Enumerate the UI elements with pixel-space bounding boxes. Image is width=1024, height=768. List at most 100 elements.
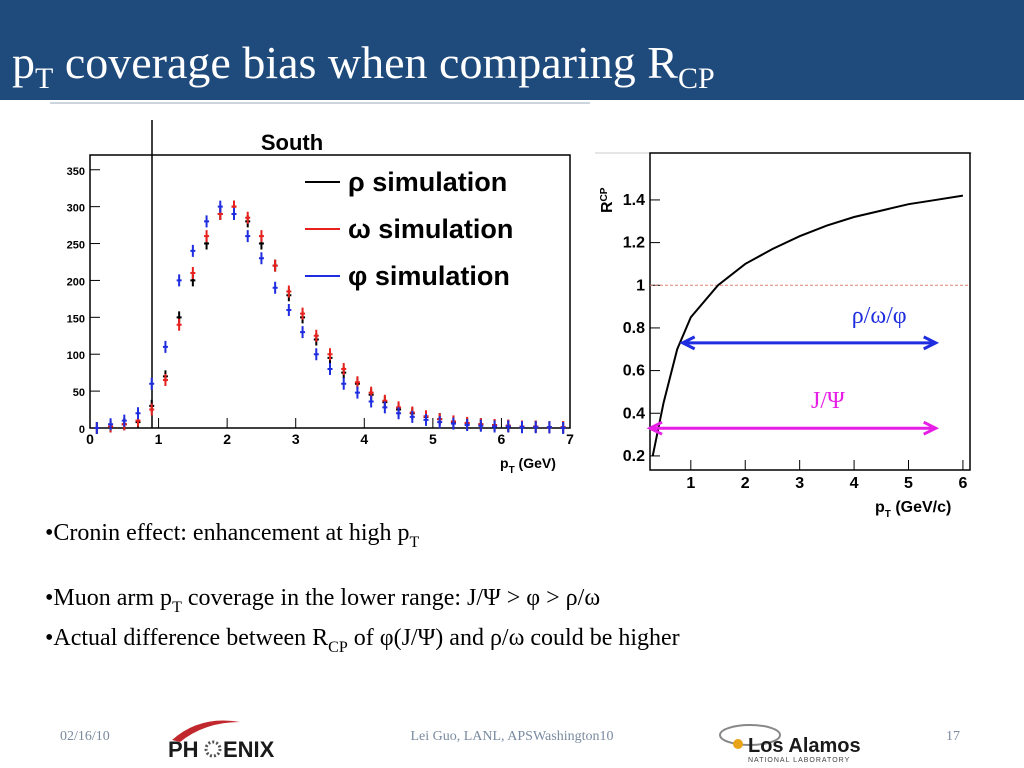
- x-tick-label: 5: [429, 431, 437, 447]
- data-point: [121, 414, 127, 427]
- bullet-text: coverage in the lower range: J/Ψ > φ > ρ…: [182, 585, 600, 611]
- x-tick-label: 4: [850, 475, 859, 492]
- title-sub: T: [35, 62, 53, 95]
- legend-label: φ simulation: [348, 261, 510, 291]
- y-axis-label: RCP: [599, 187, 616, 213]
- data-point: [217, 200, 223, 213]
- footer-date: 02/16/10: [60, 729, 110, 744]
- x-tick-label: 3: [292, 431, 300, 447]
- data-point: [272, 281, 278, 294]
- x-axis-label: pT (GeV/c): [875, 499, 951, 520]
- data-point: [204, 230, 210, 243]
- bullet: •Actual difference between RCP of φ(J/Ψ)…: [45, 625, 680, 656]
- annotation-label: J/Ψ: [811, 388, 845, 414]
- chart-title: South: [261, 130, 323, 155]
- data-point: [464, 419, 470, 432]
- data-point: [286, 303, 292, 316]
- data-point: [341, 362, 347, 375]
- data-point: [409, 410, 415, 423]
- y-tick-label: 100: [67, 350, 85, 362]
- data-point: [450, 417, 456, 430]
- bullet-sub: CP: [328, 639, 348, 656]
- data-point: [341, 377, 347, 390]
- x-tick-label: 2: [223, 431, 231, 447]
- x-tick-label: 3: [795, 475, 804, 492]
- logo-star: [204, 740, 222, 758]
- bullet: •Cronin effect: enhancement at high pT: [45, 520, 420, 551]
- annotation-arrow: [679, 335, 940, 351]
- data-point: [272, 259, 278, 272]
- y-tick-label: 0.2: [623, 448, 645, 465]
- x-tick-label: 7: [566, 431, 574, 447]
- data-point: [135, 407, 141, 420]
- data-line: [651, 194, 964, 457]
- bullet-text: of φ(J/Ψ) and ρ/ω could be higher: [348, 625, 680, 651]
- bullet-sub: T: [410, 534, 420, 551]
- data-point: [313, 329, 319, 342]
- x-tick-label: 1: [686, 475, 695, 492]
- data-point: [368, 395, 374, 408]
- data-point: [505, 420, 511, 433]
- bullet-text: •Actual difference between R: [45, 625, 328, 651]
- data-point: [396, 407, 402, 420]
- logo-text: PH: [168, 737, 199, 762]
- y-tick-label: 1: [636, 277, 645, 294]
- data-point: [176, 274, 182, 287]
- data-point: [190, 244, 196, 257]
- x-tick-label: 0: [86, 431, 94, 447]
- footer-page: 17: [946, 729, 960, 744]
- data-point: [478, 419, 484, 432]
- data-point: [354, 376, 360, 389]
- data-point: [300, 326, 306, 339]
- data-point: [546, 421, 552, 434]
- y-tick-label: 150: [67, 313, 85, 325]
- title-part: p: [12, 37, 35, 88]
- annotation-label: ρ/ω/φ: [852, 303, 907, 329]
- data-point: [533, 421, 539, 434]
- logo-text: NATIONAL LABORATORY: [748, 757, 850, 764]
- x-tick-label: 4: [360, 431, 368, 447]
- x-axis-label-part: p: [500, 455, 509, 471]
- data-point: [423, 413, 429, 426]
- x-axis-label: pT (GeV): [500, 455, 556, 476]
- bullet-text: •Cronin effect: enhancement at high p: [45, 520, 410, 546]
- x-tick-label: 5: [904, 475, 913, 492]
- data-point: [258, 230, 264, 243]
- legend-label: ρ simulation: [348, 167, 507, 197]
- y-tick-label: 0.8: [623, 320, 645, 337]
- data-point: [231, 208, 237, 221]
- data-point: [204, 215, 210, 228]
- y-tick-label: 50: [73, 387, 85, 399]
- x-tick-label: 2: [741, 475, 750, 492]
- bullet: •Muon arm pT coverage in the lower range…: [45, 585, 600, 616]
- bullet-sub: T: [172, 599, 182, 616]
- data-point: [258, 252, 264, 265]
- x-axis-label-sub: T: [885, 509, 891, 520]
- data-point: [149, 377, 155, 390]
- title-part: coverage bias when comparing R: [53, 37, 678, 88]
- data-point: [327, 362, 333, 375]
- logo-orbit: [719, 724, 781, 746]
- data-point: [519, 421, 525, 434]
- logo-swoosh: [172, 720, 240, 742]
- data-point: [286, 285, 292, 298]
- y-tick-label: 1.4: [623, 192, 645, 209]
- data-point: [176, 318, 182, 331]
- data-point: [313, 348, 319, 361]
- footer-author: Lei Guo, LANL, APSWashington10: [410, 729, 613, 744]
- logo-dot: [733, 739, 743, 749]
- data-point: [94, 422, 100, 434]
- data-point: [354, 386, 360, 399]
- x-tick-label: 1: [155, 431, 163, 447]
- x-axis-label-part: (GeV/c): [891, 499, 951, 516]
- title-sub: CP: [678, 62, 715, 95]
- slide-title: pT coverage bias when comparing RCP: [12, 37, 715, 95]
- data-point: [382, 401, 388, 414]
- y-tick-label: 0.4: [623, 405, 645, 422]
- y-axis-label-sub: CP: [599, 187, 610, 201]
- data-point: [190, 267, 196, 280]
- data-point: [245, 211, 251, 224]
- bullet-text: •Muon arm p: [45, 585, 172, 611]
- plot-frame: [649, 152, 971, 471]
